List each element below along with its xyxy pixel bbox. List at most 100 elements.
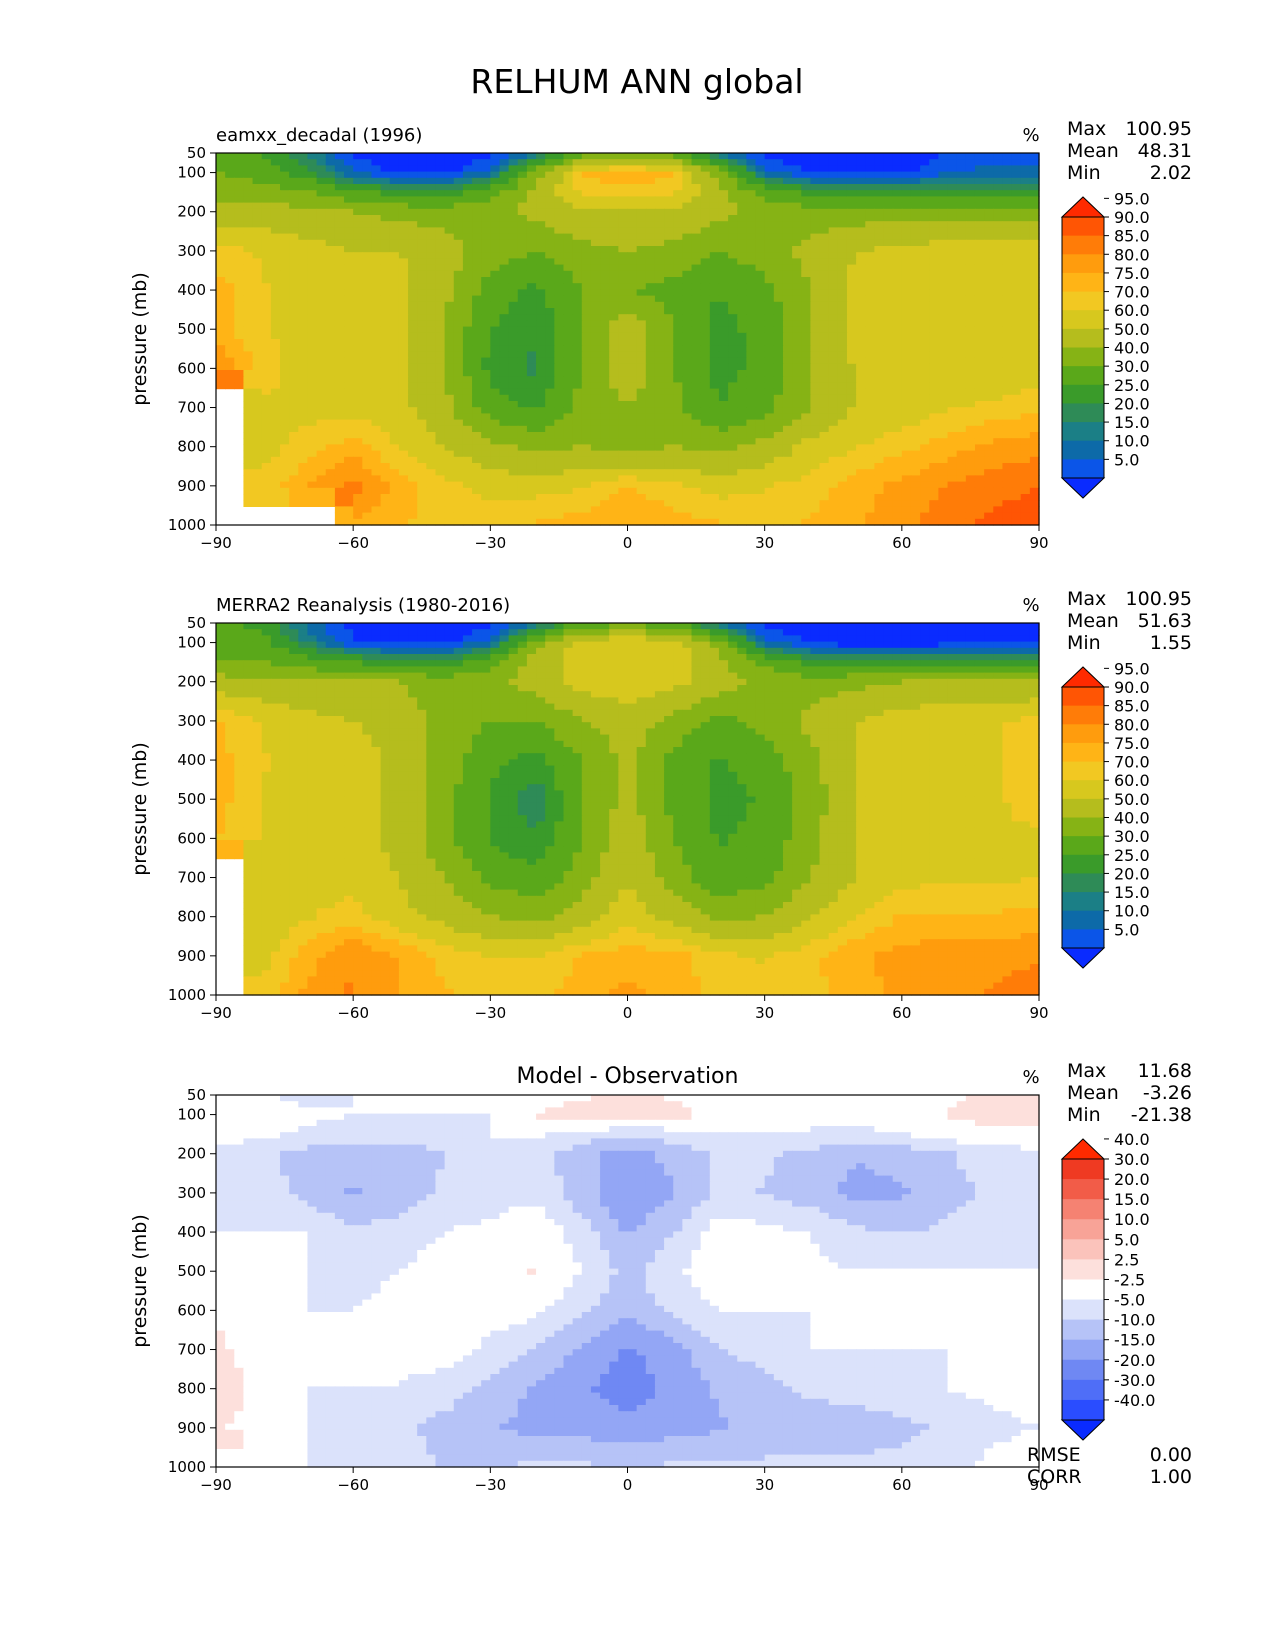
contour-cell (435, 326, 446, 334)
contour-cell (325, 363, 336, 371)
contour-cell (426, 301, 437, 309)
contour-cell (225, 208, 235, 216)
contour-cell (261, 289, 272, 297)
contour-cell (874, 456, 885, 464)
contour-cell (682, 351, 693, 359)
contour-cell (472, 289, 482, 297)
contour-cell (389, 233, 400, 241)
contour-cell (810, 184, 821, 191)
contour-field (216, 153, 1040, 526)
contour-cell (600, 165, 610, 173)
contour-cell (554, 469, 565, 476)
contour-cell (453, 487, 464, 495)
contour-cell (792, 450, 802, 458)
contour-cell (554, 295, 565, 303)
contour-cell (801, 190, 811, 197)
contour-cell (1029, 432, 1040, 439)
contour-cell (554, 159, 565, 166)
contour-cell (408, 494, 418, 501)
contour-cell (773, 202, 784, 210)
contour-cell (444, 159, 455, 166)
contour-cell (252, 450, 263, 458)
contour-cell (389, 388, 400, 396)
contour-cell (398, 233, 409, 241)
contour-cell (1011, 289, 1022, 297)
contour-cell (216, 283, 226, 290)
contour-cell (417, 314, 427, 321)
contour-cell (1011, 345, 1022, 352)
contour-cell (874, 308, 885, 315)
contour-cell (490, 314, 501, 321)
contour-cell (682, 165, 693, 173)
contour-cell (892, 289, 903, 297)
contour-cell (289, 494, 299, 501)
contour-cell (417, 394, 427, 402)
contour-cell (353, 314, 363, 321)
contour-cell (380, 394, 391, 402)
contour-cell (728, 394, 738, 402)
contour-cell (728, 388, 738, 396)
contour-cell (728, 233, 738, 241)
contour-cell (371, 196, 382, 204)
contour-cell (508, 432, 519, 439)
contour-cell (828, 413, 839, 421)
contour-cell (316, 376, 327, 383)
contour-cell (261, 215, 272, 222)
contour-cell (526, 258, 537, 266)
contour-cell (389, 469, 400, 476)
contour-cell (801, 487, 811, 495)
contour-cell (590, 165, 601, 173)
contour-cell (499, 388, 510, 396)
contour-cell (819, 419, 830, 427)
contour-cell (728, 481, 738, 489)
contour-cell (920, 246, 930, 253)
contour-cell (673, 233, 683, 241)
contour-cell (243, 295, 254, 303)
contour-cell (828, 407, 839, 414)
contour-cell (289, 165, 299, 173)
contour-cell (1029, 184, 1040, 191)
contour-cell (956, 444, 967, 452)
contour-cell (856, 469, 866, 476)
contour-cell (1011, 444, 1022, 452)
contour-cell (654, 277, 665, 284)
contour-cell (718, 277, 729, 284)
contour-cell (764, 376, 775, 383)
contour-cell (920, 370, 930, 377)
contour-cell (828, 394, 839, 402)
contour-cell (280, 363, 290, 371)
contour-cell (837, 308, 848, 315)
contour-cell (472, 401, 482, 408)
contour-cell (536, 246, 546, 253)
contour-cell (654, 376, 665, 383)
contour-cell (563, 177, 574, 185)
contour-cell (892, 239, 903, 247)
contour-cell (691, 177, 702, 185)
contour-cell (929, 425, 940, 433)
contour-cell (298, 351, 309, 359)
contour-cell (627, 165, 638, 173)
contour-cell (773, 407, 784, 414)
contour-cell (517, 177, 528, 185)
contour-cell (362, 326, 373, 334)
contour-cell (846, 432, 857, 439)
contour-cell (856, 438, 866, 445)
contour-cell (252, 401, 263, 408)
contour-cell (225, 345, 235, 352)
contour-cell (270, 277, 281, 284)
contour-cell (846, 184, 857, 191)
contour-cell (472, 432, 482, 439)
contour-cell (554, 363, 565, 371)
contour-cell (554, 388, 565, 396)
contour-cell (618, 208, 629, 216)
contour-cell (417, 202, 427, 210)
contour-cell (252, 407, 263, 414)
contour-cell (490, 456, 501, 464)
contour-cell (673, 308, 683, 315)
contour-cell (252, 438, 263, 445)
contour-cell (718, 494, 729, 501)
contour-cell (782, 177, 793, 185)
contour-cell (865, 382, 875, 390)
contour-cell (325, 159, 336, 166)
contour-cell (398, 320, 409, 328)
